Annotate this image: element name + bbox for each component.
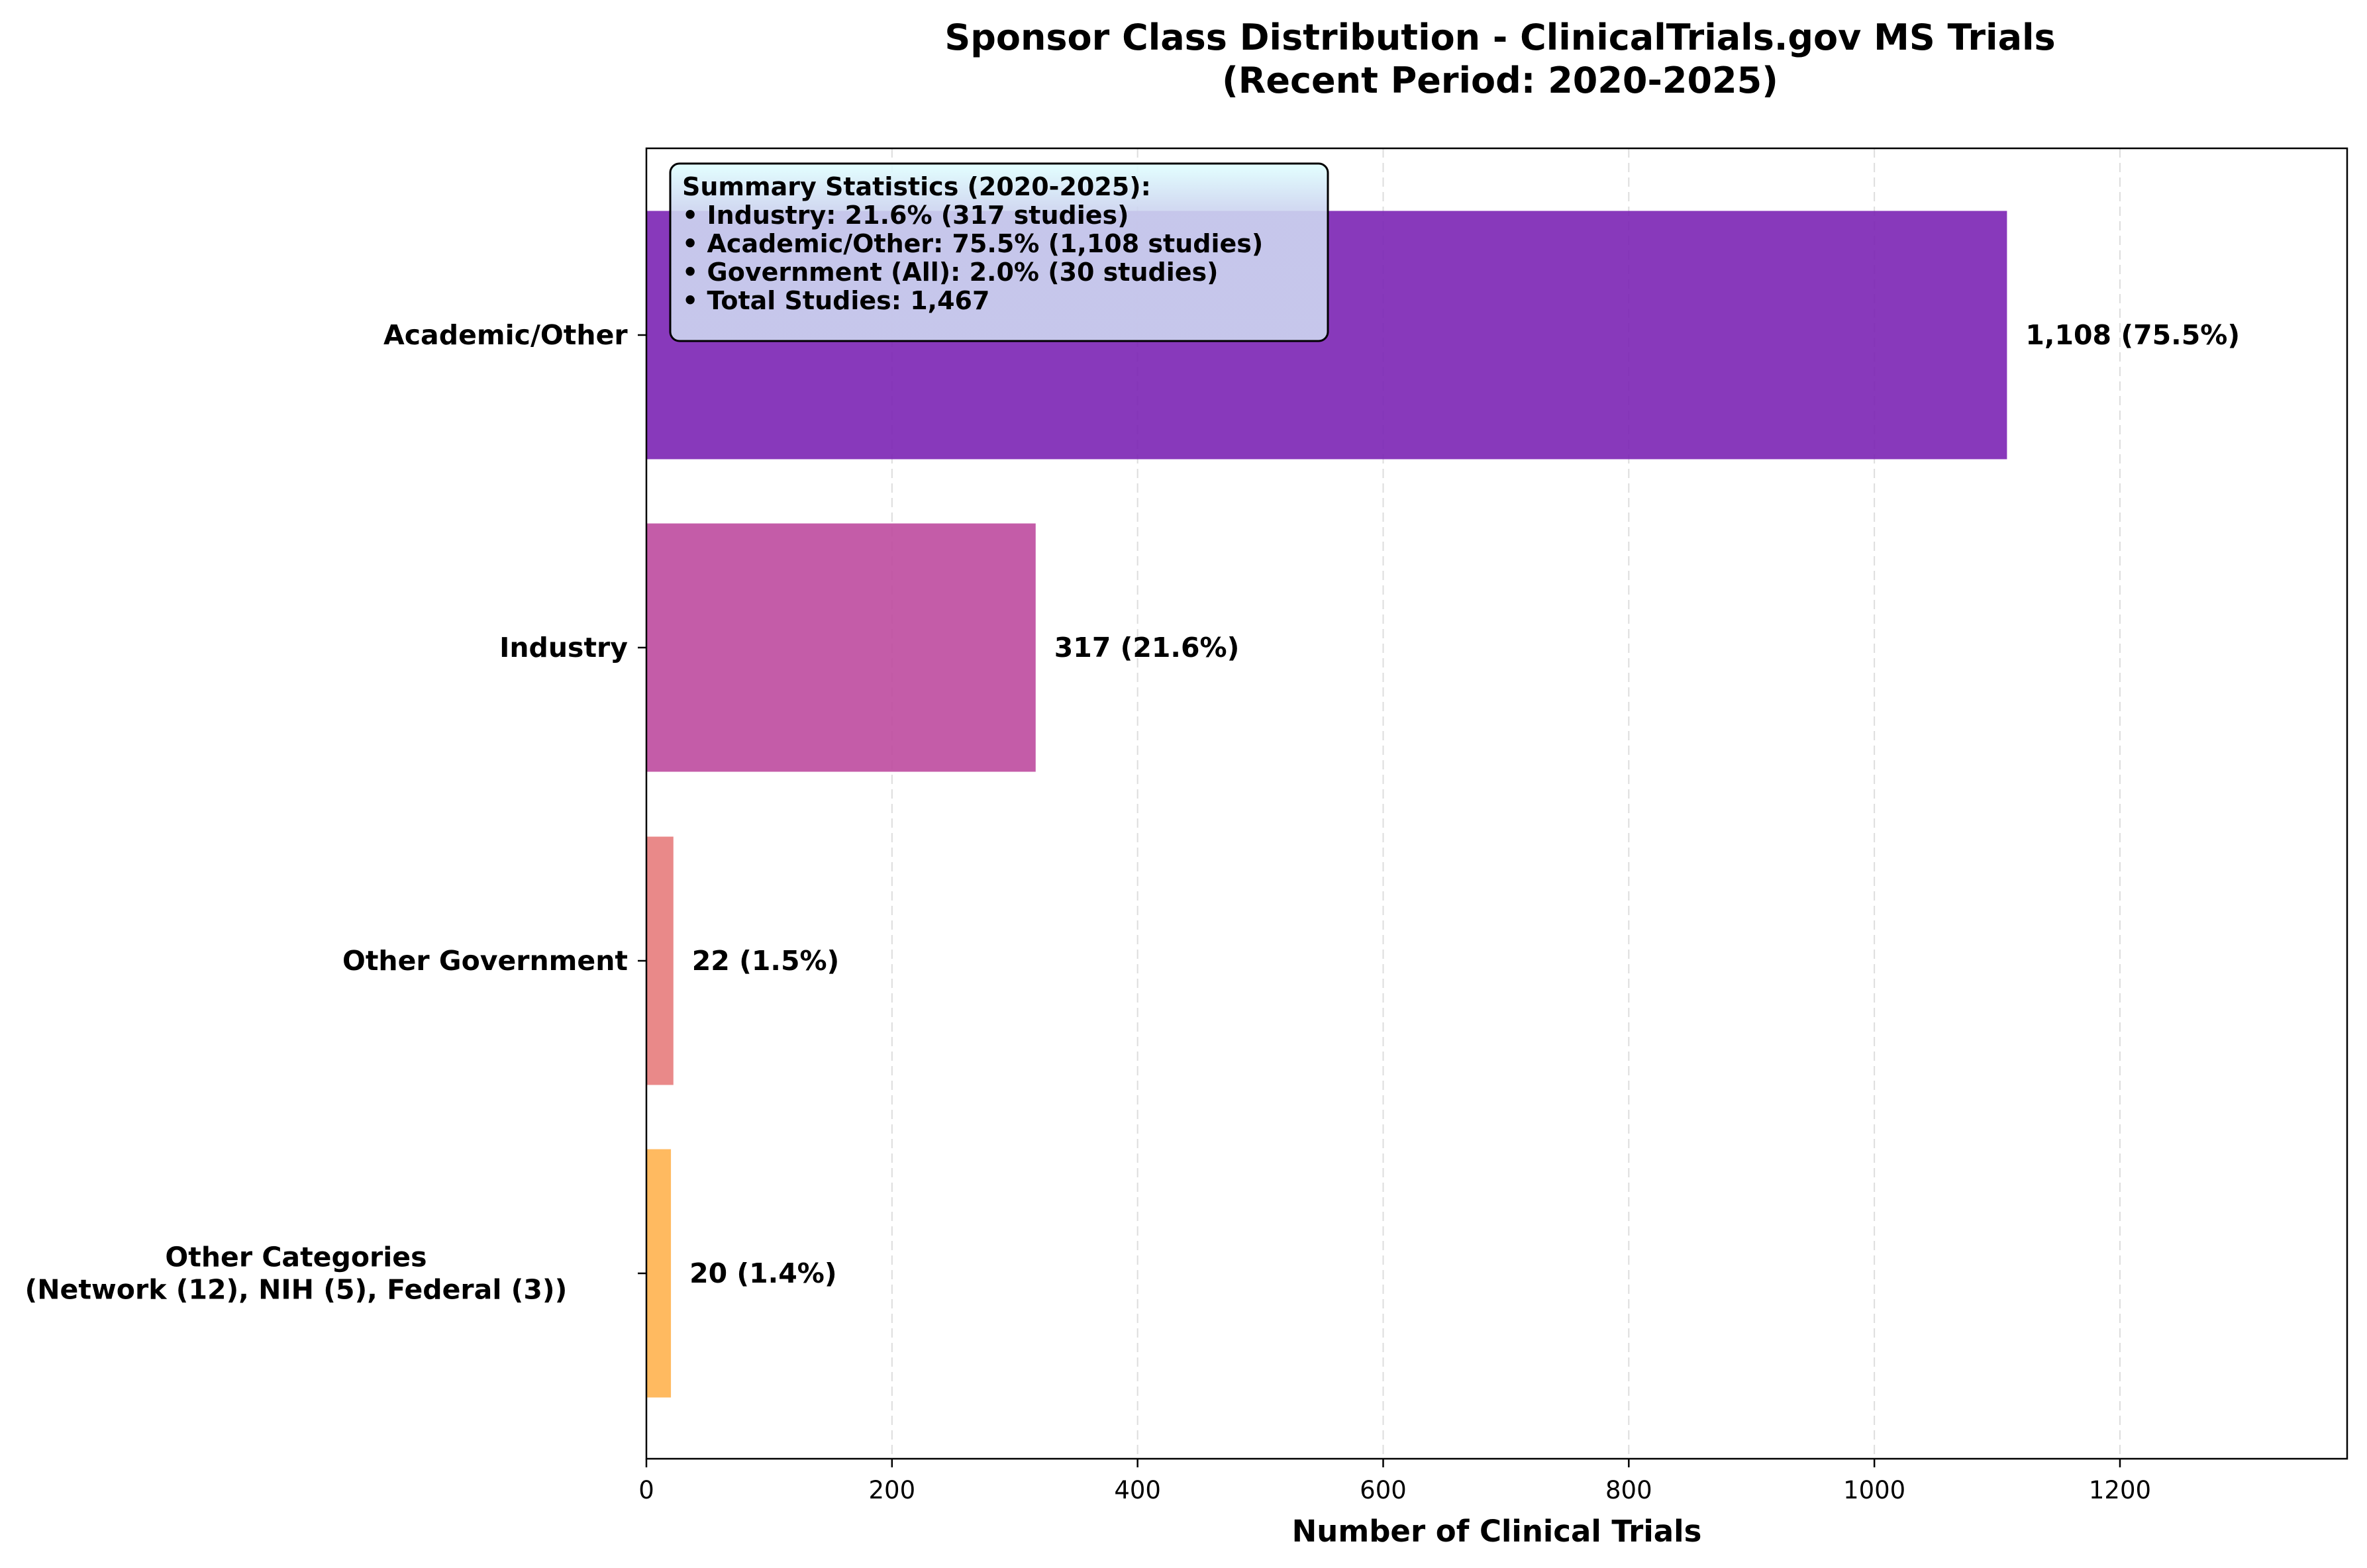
bar [646,836,674,1085]
summary-box: Summary Statistics (2020-2025):• Industr… [669,162,1329,342]
bars-group [646,211,2007,1398]
x-axis-label: Number of Clinical Trials [1292,1514,1702,1549]
y-tick-label-line: (Network (12), NIH (5), Federal (3)) [25,1274,567,1306]
y-tick-label-line: Other Government [342,945,628,977]
bar-labels-group: 1,108 (75.5%) 317 (21.6%) 22 (1.5%) 20 (1.4… [689,319,2240,1289]
bar-value-label: 1,108 (75.5%) [2025,319,2240,351]
chart-subtitle: (Recent Period: 2020-2025) [1222,60,1778,101]
x-tick-label: 800 [1605,1476,1652,1504]
y-tick-label: Academic/Other [383,319,628,351]
x-axis-ticks: 0 200 400 600 800 1000 1200 [638,1459,2151,1504]
x-tick-label: 600 [1360,1476,1407,1504]
y-tick-label: Industry [499,632,628,663]
bar-value-label: 22 (1.5%) [692,945,840,977]
bar-value-label: 317 (21.6%) [1054,632,1240,663]
summary-line: • Government (All): 2.0% (30 studies) [682,258,1219,287]
y-axis-ticks: Academic/Other Industry Other Government Ot… [25,319,646,1306]
x-tick-label: 0 [638,1476,654,1504]
summary-text: Summary Statistics (2020-2025):• Industr… [682,172,1263,315]
y-tick-label: Other Categories (Network (12), NIH (5), … [25,1242,567,1306]
x-tick-label: 400 [1114,1476,1161,1504]
chart-title: Sponsor Class Distribution - ClinicalTri… [944,17,2055,58]
y-tick-label-line: Industry [499,632,628,663]
y-tick-label-line: Other Categories [165,1242,427,1273]
x-tick-label: 1200 [2089,1476,2151,1504]
x-tick-label: 200 [869,1476,916,1504]
summary-line: Summary Statistics (2020-2025): [682,172,1151,201]
y-tick-label-line: Academic/Other [383,319,628,351]
bar [646,1149,672,1398]
bar-value-label: 20 (1.4%) [689,1257,837,1289]
summary-box-background [669,162,1329,342]
plot-frame [645,147,2348,1460]
summary-line: • Academic/Other: 75.5% (1,108 studies) [682,229,1263,258]
x-tick-label: 1000 [1843,1476,1905,1504]
y-tick-label: Other Government [342,945,628,977]
summary-line: • Total Studies: 1,467 [682,286,989,315]
bar [646,523,1036,772]
summary-line: • Industry: 21.6% (317 studies) [682,201,1129,230]
